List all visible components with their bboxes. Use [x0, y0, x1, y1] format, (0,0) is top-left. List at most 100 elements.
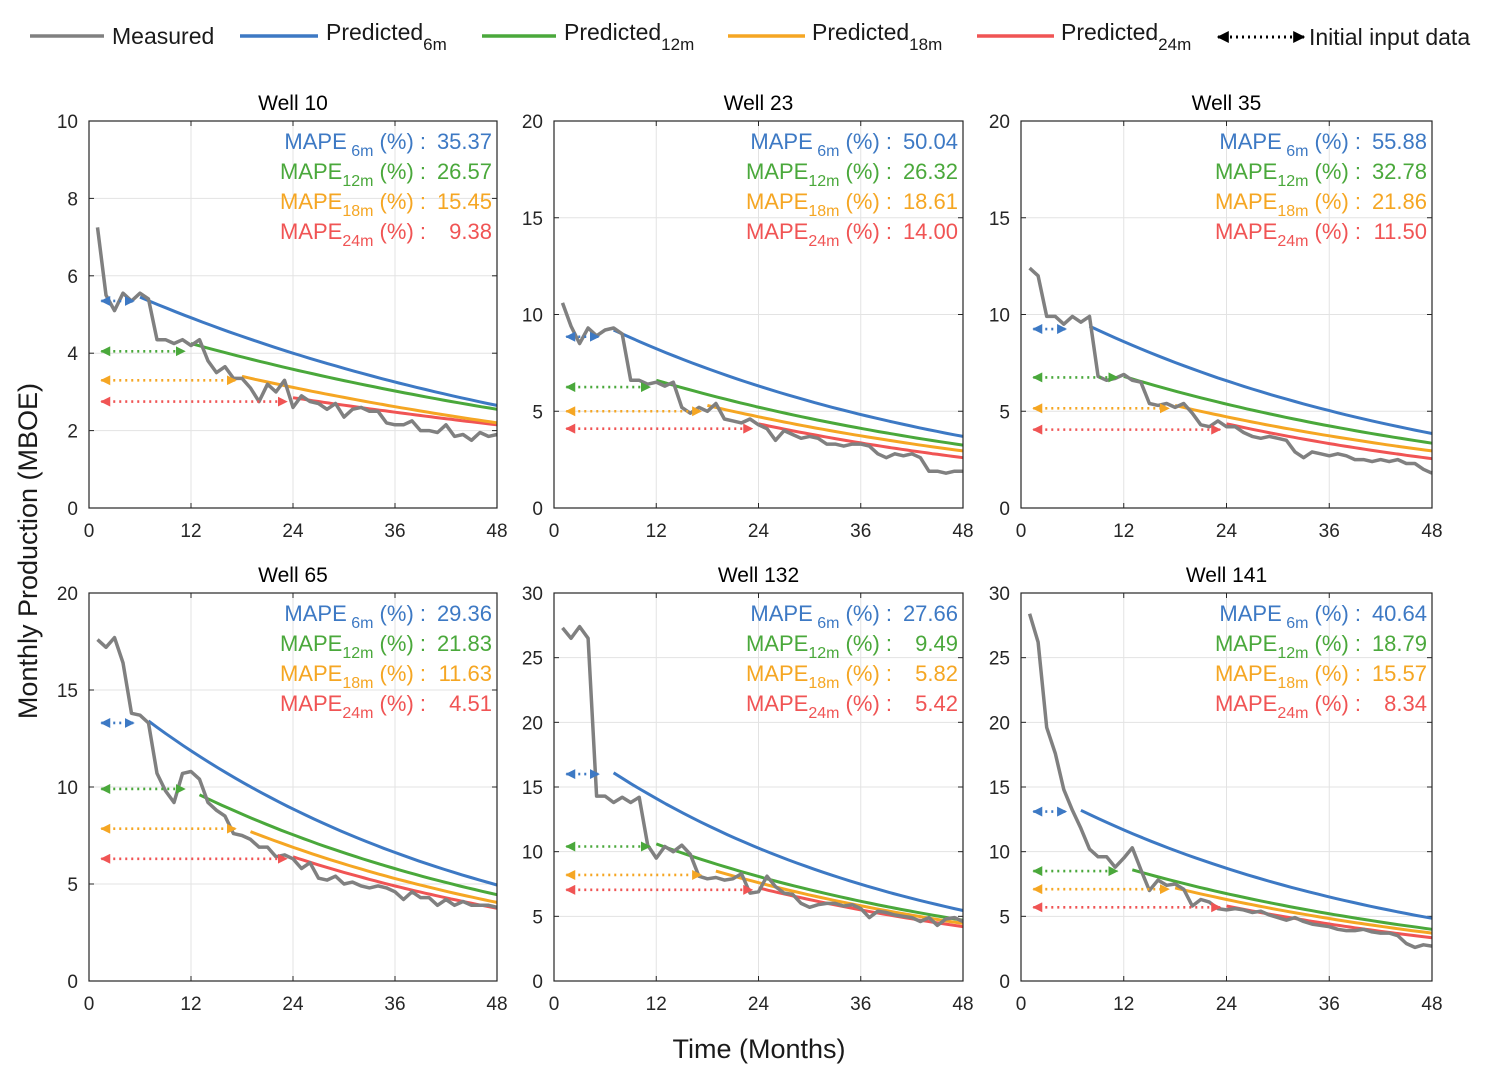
y-tick-label: 25 [989, 649, 1010, 670]
mape-label-12m: MAPE12m (%) : [746, 159, 892, 190]
y-tick-label: 15 [989, 209, 1010, 230]
x-tick-label: 0 [549, 994, 560, 1015]
predicted-6m-line [612, 771, 964, 912]
predicted-12m-line [1131, 868, 1433, 931]
y-tick-label: 15 [57, 681, 78, 702]
y-tick-label: 20 [989, 112, 1010, 133]
mape-label-24m: MAPE24m (%) : [1215, 219, 1361, 250]
x-tick-label: 0 [1016, 521, 1027, 542]
predicted-18m-line [1174, 403, 1433, 453]
y-tick-label: 10 [522, 843, 543, 864]
panel-title: Well 10 [258, 92, 328, 115]
y-tick-label: 6 [67, 267, 78, 288]
y-tick-label: 10 [57, 112, 78, 133]
mape-value-6m: 27.66 [903, 601, 958, 626]
y-tick-label: 10 [57, 778, 78, 799]
axes-box [88, 120, 498, 509]
x-tick-label: 12 [1113, 994, 1134, 1015]
legend-label-p24: Predicted24m [1061, 19, 1191, 54]
y-tick-label: 5 [67, 875, 78, 896]
mape-value-18m: 21.86 [1372, 189, 1427, 214]
mape-label-18m: MAPE18m (%) : [280, 189, 426, 220]
mape-label-6m: MAPE 6m (%) : [750, 129, 892, 160]
legend-label-initial: Initial input data [1309, 24, 1470, 50]
y-tick-label: 15 [522, 209, 543, 230]
mape-label-24m: MAPE24m (%) : [746, 691, 892, 722]
x-tick-label: 48 [952, 521, 973, 542]
mape-value-12m: 9.49 [915, 631, 958, 656]
mape-value-24m: 5.42 [915, 691, 958, 716]
measured-line [561, 624, 964, 928]
axes-box [1020, 120, 1433, 509]
predicted-12m-line [655, 842, 964, 922]
y-tick-label: 0 [999, 499, 1010, 520]
y-tick-label: 15 [989, 778, 1010, 799]
mape-value-12m: 18.79 [1372, 631, 1427, 656]
y-tick-label: 4 [67, 344, 78, 365]
mape-label-24m: MAPE24m (%) : [280, 219, 426, 250]
mape-label-18m: MAPE18m (%) : [1215, 661, 1361, 692]
x-tick-label: 48 [1421, 994, 1442, 1015]
y-tick-label: 20 [989, 713, 1010, 734]
predicted-6m-line [147, 719, 498, 887]
mape-value-18m: 18.61 [903, 189, 958, 214]
legend-label-p6: Predicted6m [326, 19, 447, 54]
x-tick-label: 48 [1421, 521, 1442, 542]
mape-value-6m: 40.64 [1372, 601, 1427, 626]
mape-value-12m: 32.78 [1372, 159, 1427, 184]
y-tick-label: 0 [999, 972, 1010, 993]
mape-label-6m: MAPE 6m (%) : [1219, 601, 1361, 632]
y-tick-label: 0 [532, 972, 543, 993]
measured-line [95, 227, 498, 443]
mape-value-24m: 9.38 [449, 219, 492, 244]
y-tick-label: 2 [67, 422, 78, 443]
predicted-12m-line [1123, 374, 1433, 445]
mape-label-6m: MAPE 6m (%) : [284, 129, 426, 160]
y-tick-label: 20 [522, 112, 543, 133]
panel-title: Well 23 [724, 92, 794, 115]
predicted-6m-line [1080, 808, 1433, 920]
y-tick-label: 10 [989, 843, 1010, 864]
y-tick-label: 15 [522, 778, 543, 799]
x-tick-label: 0 [1016, 994, 1027, 1015]
x-tick-label: 36 [1319, 994, 1340, 1015]
x-tick-label: 12 [646, 521, 667, 542]
y-tick-label: 0 [532, 499, 543, 520]
x-tick-label: 24 [282, 521, 304, 542]
mape-value-6m: 29.36 [437, 601, 492, 626]
panel-well-141: 0 12 24 36 48 0 5 10 15 20 25 30 Well 141 MAPE 6m (%)… [989, 564, 1443, 1015]
mape-label-12m: MAPE12m (%) : [746, 631, 892, 662]
mape-value-12m: 26.32 [903, 159, 958, 184]
y-tick-label: 20 [522, 713, 543, 734]
mape-value-18m: 5.82 [915, 661, 958, 686]
mape-value-6m: 50.04 [903, 129, 958, 154]
measured-line [1028, 266, 1433, 475]
predicted-18m-line [249, 830, 498, 904]
predicted-6m-line [1088, 324, 1433, 435]
mape-value-18m: 11.63 [439, 661, 492, 686]
mape-label-18m: MAPE18m (%) : [1215, 189, 1361, 220]
mape-value-18m: 15.45 [437, 189, 492, 214]
axes-box [1020, 592, 1433, 982]
y-tick-label: 30 [989, 584, 1010, 605]
measured-line [560, 302, 963, 475]
x-tick-label: 36 [384, 521, 405, 542]
mape-label-6m: MAPE 6m (%) : [750, 601, 892, 632]
y-tick-label: 8 [67, 189, 78, 210]
x-tick-label: 12 [1113, 521, 1134, 542]
predicted-6m-line [139, 295, 498, 407]
predicted-18m-line [1174, 886, 1433, 935]
measured-line [1027, 613, 1433, 950]
x-tick-label: 24 [1216, 994, 1238, 1015]
legend-label-p12: Predicted12m [564, 19, 694, 54]
x-tick-label: 24 [748, 521, 770, 542]
mape-label-12m: MAPE12m (%) : [1215, 159, 1361, 190]
mape-label-24m: MAPE24m (%) : [280, 691, 426, 722]
predicted-12m-line [655, 378, 964, 447]
mape-label-24m: MAPE24m (%) : [746, 219, 892, 250]
panel-well-35: 0 12 24 36 48 0 5 10 15 20 Well 35 MAPE 6m (%) : 55.… [989, 92, 1443, 542]
mape-value-24m: 4.51 [449, 691, 492, 716]
mape-value-24m: 8.34 [1384, 691, 1427, 716]
